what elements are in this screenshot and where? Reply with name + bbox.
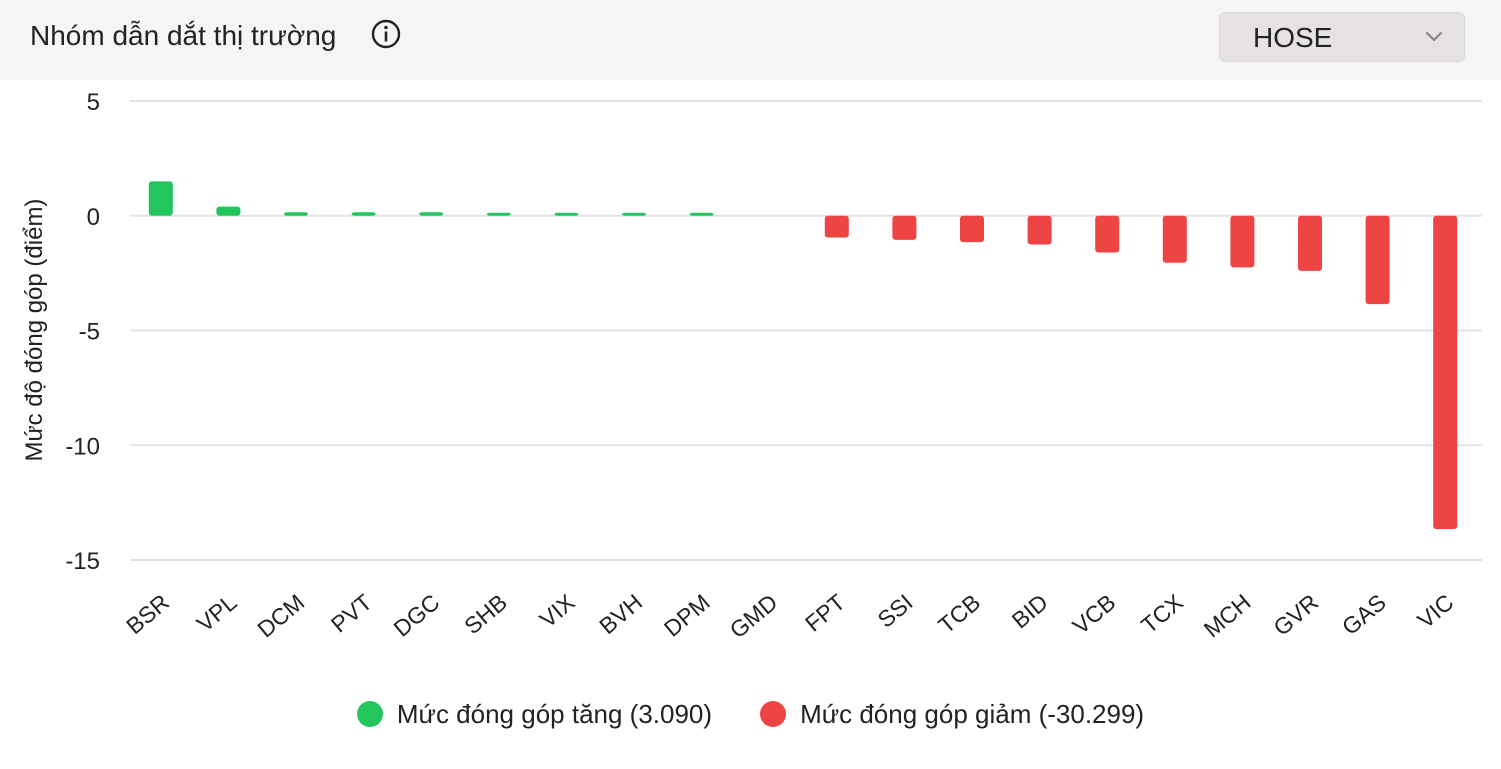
legend-dot-negative: [760, 701, 787, 727]
y-tick-label: 5: [87, 89, 100, 116]
exchange-dropdown-value: HOSE: [1253, 22, 1333, 53]
x-tick-label-vic: VIC: [1412, 589, 1458, 634]
x-tick-label-gvr: GVR: [1268, 589, 1323, 641]
chart-legend: Mức đóng góp tăng (3.090) Mức đóng góp g…: [0, 696, 1501, 732]
bar-mch[interactable]: [1230, 215, 1255, 268]
x-tick-label-gmd: GMD: [725, 589, 783, 643]
x-tick-label-bid: BID: [1007, 589, 1053, 634]
bar-gas[interactable]: [1365, 215, 1390, 305]
grid-lines: [130, 100, 1482, 561]
bar-dgc[interactable]: [419, 212, 444, 216]
x-tick-label-vix: VIX: [534, 589, 579, 633]
bar-dpm[interactable]: [689, 212, 714, 216]
y-axis-label: Mức độ đóng góp (điểm): [21, 199, 48, 462]
x-tick-label-fpt: FPT: [800, 589, 850, 637]
y-tick-label: -15: [65, 548, 100, 575]
x-tick-label-pvt: PVT: [326, 589, 377, 638]
bar-tcb[interactable]: [960, 215, 984, 243]
bars: [148, 181, 1458, 530]
bar-vpl[interactable]: [216, 206, 241, 216]
bar-bsr[interactable]: [148, 181, 173, 216]
x-tick-label-gas: GAS: [1337, 589, 1391, 640]
exchange-dropdown[interactable]: HOSE: [1219, 12, 1465, 62]
x-tick-label-dcm: DCM: [252, 589, 309, 643]
x-tick-label-mch: MCH: [1199, 589, 1256, 643]
bar-tcx[interactable]: [1162, 215, 1187, 263]
x-tick-label-vcb: VCB: [1067, 589, 1120, 639]
bar-fpt[interactable]: [824, 215, 849, 238]
legend-dot-positive: [356, 701, 383, 727]
contribution-bar-chart: 5 0 -5 -10 -15 Mức độ đóng góp (điểm) BSR VPL…: [21, 89, 1482, 644]
bar-pvt[interactable]: [351, 212, 376, 216]
x-tick-label-vpl: VPL: [192, 589, 242, 637]
x-tick-label-shb: SHB: [459, 589, 512, 639]
info-circle-icon[interactable]: [370, 18, 402, 50]
x-axis-ticks: BSR VPL DCM PVT DGC SHB VIX BVH DPM GMD FPT SSI TCB B…: [121, 589, 1458, 644]
x-tick-label-bvh: BVH: [594, 589, 647, 639]
y-tick-label: -10: [65, 433, 100, 460]
legend-item-positive[interactable]: Mức đóng góp tăng (3.090): [356, 698, 713, 730]
bar-gvr[interactable]: [1298, 215, 1322, 271]
chevron-down-icon: [1425, 31, 1443, 42]
bar-dcm[interactable]: [284, 212, 308, 216]
legend-label-negative: Mức đóng góp giảm (-30.299): [800, 698, 1145, 729]
bar-ssi[interactable]: [892, 215, 917, 240]
legend-item-negative[interactable]: Mức đóng góp giảm (-30.299): [760, 699, 1144, 730]
x-tick-label-dgc: DGC: [389, 589, 445, 642]
header-bar: Nhóm dẫn dắt thị trường HOSE: [0, 0, 1501, 80]
bar-shb[interactable]: [486, 212, 511, 216]
y-tick-label: -5: [79, 319, 100, 346]
x-tick-label-bsr: BSR: [121, 589, 174, 639]
legend-label-positive: Mức đóng góp tăng (3.090): [396, 698, 713, 729]
x-tick-label-tcx: TCX: [1136, 589, 1188, 638]
bar-bid[interactable]: [1027, 215, 1052, 245]
page-title: Nhóm dẫn dắt thị trường: [30, 20, 337, 51]
bar-bvh[interactable]: [622, 212, 646, 216]
bar-vcb[interactable]: [1095, 215, 1120, 253]
x-tick-label-ssi: SSI: [872, 589, 917, 633]
bar-vic[interactable]: [1433, 215, 1458, 530]
x-tick-label-dpm: DPM: [659, 589, 715, 642]
bar-vix[interactable]: [554, 212, 579, 216]
y-axis-ticks: 5 0 -5 -10 -15: [65, 89, 100, 575]
y-tick-label: 0: [87, 204, 100, 231]
x-tick-label-tcb: TCB: [933, 589, 985, 638]
